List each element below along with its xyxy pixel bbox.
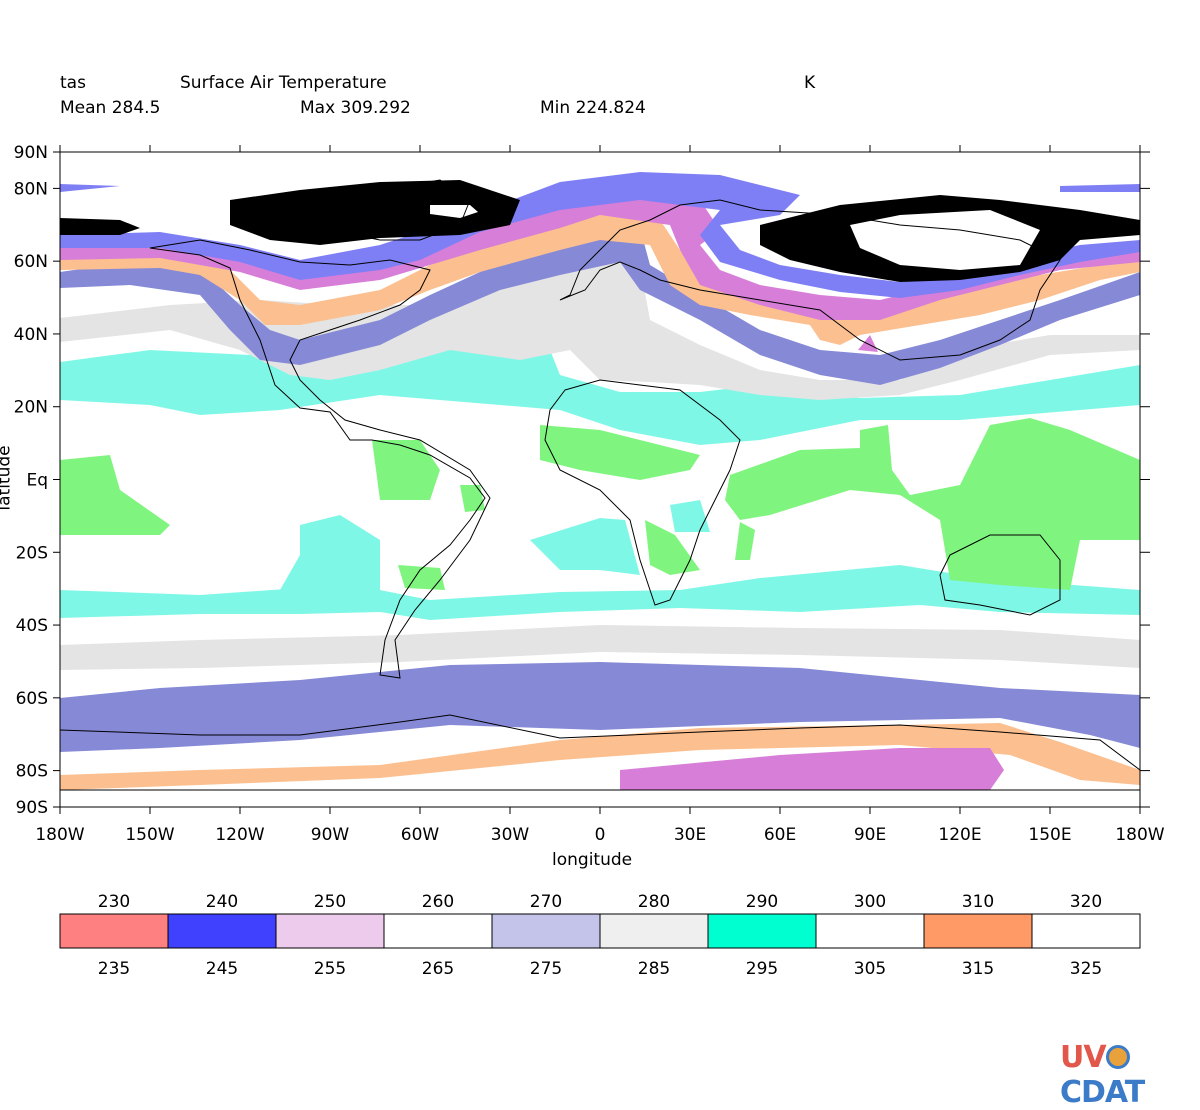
band-300-amazon bbox=[372, 440, 440, 500]
variable-name: tas bbox=[60, 73, 86, 93]
legend-label-bottom: 295 bbox=[746, 959, 778, 979]
legend-label-top: 270 bbox=[530, 892, 562, 912]
band-245-arctic-west bbox=[60, 184, 120, 192]
band-275-south bbox=[60, 662, 1140, 752]
legend-label-top: 240 bbox=[206, 892, 238, 912]
band-235-alaska bbox=[60, 218, 140, 235]
y-tick-label: 20S bbox=[16, 543, 48, 563]
x-tick-label: 180W bbox=[1115, 825, 1164, 845]
min-value: Min 224.824 bbox=[540, 98, 646, 118]
coast-antarctica bbox=[60, 714, 1140, 791]
band-275-north bbox=[60, 228, 1140, 385]
legend-swatch bbox=[275, 913, 385, 949]
legend-label-bottom: 265 bbox=[422, 959, 454, 979]
legend-label-bottom: 245 bbox=[206, 959, 238, 979]
legend-swatch bbox=[383, 913, 493, 949]
legend-swatch bbox=[167, 913, 277, 949]
legend-swatch bbox=[599, 913, 709, 949]
legend-label-top: 260 bbox=[422, 892, 454, 912]
legend-label-bottom: 275 bbox=[530, 959, 562, 979]
legend-swatch bbox=[59, 913, 169, 949]
legend-label-top: 290 bbox=[746, 892, 778, 912]
y-tick-label: 80N bbox=[14, 179, 48, 199]
band-240-greenland-core bbox=[430, 205, 478, 218]
y-tick-label: 90S bbox=[16, 798, 48, 818]
band-285-north bbox=[60, 255, 1140, 400]
globe-icon bbox=[1105, 1045, 1130, 1069]
x-tick-label: 120W bbox=[215, 825, 264, 845]
logo-text-cdat: CDAT bbox=[1060, 1075, 1145, 1110]
band-295-samerica bbox=[280, 515, 380, 590]
legend-swatch bbox=[707, 913, 817, 949]
legend-swatch bbox=[815, 913, 925, 949]
legend-label-bottom: 285 bbox=[638, 959, 670, 979]
legend-swatch bbox=[491, 913, 601, 949]
legend-label-bottom: 315 bbox=[962, 959, 994, 979]
y-axis-label: latitude bbox=[0, 445, 15, 511]
legend-label-top: 300 bbox=[854, 892, 886, 912]
logo-text-uv: UV bbox=[1060, 1040, 1107, 1075]
x-tick-label: 60W bbox=[401, 825, 440, 845]
y-tick-label: Eq bbox=[26, 471, 48, 491]
coast-greenland bbox=[298, 179, 471, 241]
band-255-south bbox=[620, 748, 1004, 790]
y-tick-label: 90N bbox=[14, 143, 48, 163]
legend-label-bottom: 325 bbox=[1070, 959, 1102, 979]
y-tick-label: 80S bbox=[16, 762, 48, 782]
band-300-brazil bbox=[460, 485, 485, 512]
uvcdat-logo: UVCDAT bbox=[1060, 1040, 1200, 1110]
x-tick-label: 180W bbox=[35, 825, 84, 845]
band-295-south bbox=[60, 565, 1140, 620]
y-tick-label: 60S bbox=[16, 689, 48, 709]
coast-eurasia bbox=[559, 199, 1061, 361]
legend-label-bottom: 255 bbox=[314, 959, 346, 979]
y-tick-label: 40S bbox=[16, 616, 48, 636]
legend-label-bottom: 235 bbox=[98, 959, 130, 979]
band-245-north bbox=[60, 172, 1140, 298]
units-label: K bbox=[804, 73, 816, 93]
band-285-south bbox=[60, 625, 1140, 670]
x-tick-label: 150E bbox=[1028, 825, 1071, 845]
legend-label-top: 320 bbox=[1070, 892, 1102, 912]
band-300-pacific bbox=[60, 455, 170, 535]
legend-label-bottom: 305 bbox=[854, 959, 886, 979]
x-tick-label: 120E bbox=[938, 825, 981, 845]
legend-label-top: 230 bbox=[98, 892, 130, 912]
legend-swatch bbox=[923, 913, 1033, 949]
mean-value: Mean 284.5 bbox=[60, 98, 161, 118]
y-tick-label: 20N bbox=[14, 398, 48, 418]
legend-label-top: 250 bbox=[314, 892, 346, 912]
x-tick-label: 0 bbox=[595, 825, 606, 845]
band-245-arctic-east bbox=[1060, 184, 1140, 192]
band-300-samerica-south bbox=[398, 565, 445, 590]
x-tick-label: 30E bbox=[674, 825, 706, 845]
coast-americas bbox=[149, 239, 491, 679]
legend-swatch bbox=[1031, 913, 1141, 949]
y-tick-label: 40N bbox=[14, 325, 48, 345]
band-235-greenland bbox=[230, 180, 520, 245]
x-axis-label: longitude bbox=[552, 850, 633, 870]
band-315-south bbox=[60, 723, 1140, 790]
legend-label-top: 280 bbox=[638, 892, 670, 912]
coast-africa bbox=[544, 379, 741, 606]
x-tick-label: 90W bbox=[311, 825, 350, 845]
band-300-madagascar bbox=[735, 522, 755, 560]
x-tick-label: 150W bbox=[125, 825, 174, 845]
max-value: Max 309.292 bbox=[300, 98, 411, 118]
y-tick-label: 60N bbox=[14, 252, 48, 272]
coast-australia bbox=[939, 534, 1061, 616]
x-tick-label: 60E bbox=[764, 825, 796, 845]
variable-long-name: Surface Air Temperature bbox=[180, 73, 387, 93]
band-300-indopacific bbox=[725, 418, 1140, 590]
band-300-africa bbox=[540, 425, 700, 480]
band-295-satlantic bbox=[530, 518, 640, 575]
x-tick-label: 30W bbox=[491, 825, 530, 845]
band-300-safrica bbox=[645, 520, 700, 575]
band-295-safrica bbox=[670, 500, 710, 532]
x-tick-label: 90E bbox=[854, 825, 886, 845]
legend-label-top: 310 bbox=[962, 892, 994, 912]
